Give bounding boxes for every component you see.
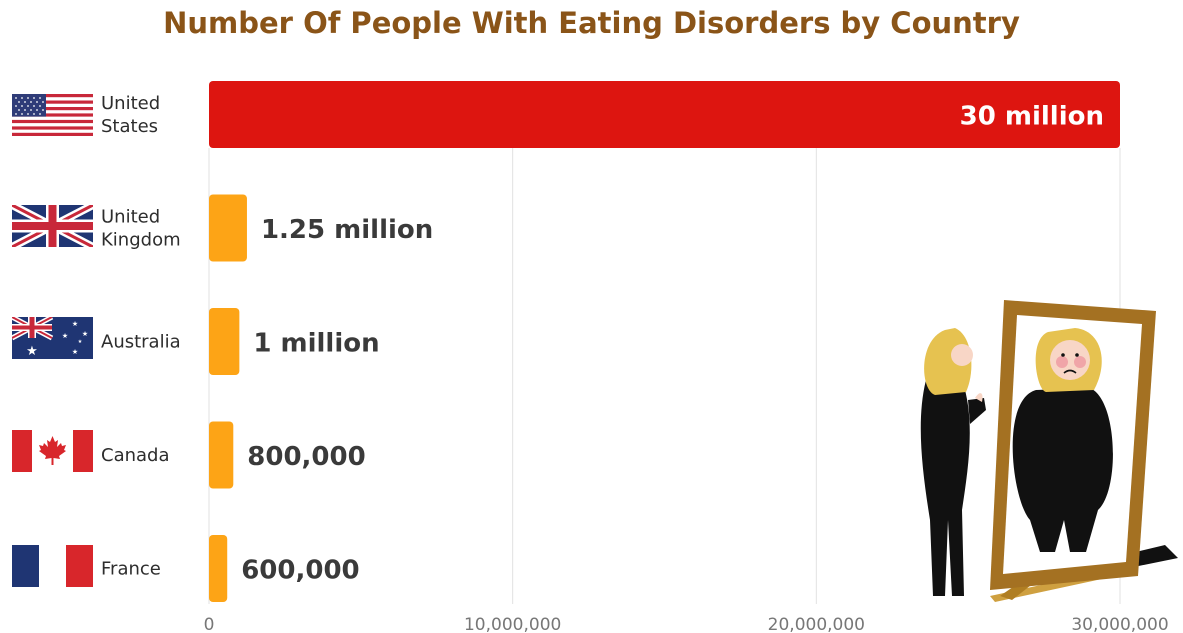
chart-title: Number Of People With Eating Disorders b…	[163, 6, 1020, 40]
bar	[209, 308, 240, 375]
bar	[209, 81, 1120, 148]
uk-flag-icon	[12, 205, 93, 247]
bar	[209, 194, 247, 262]
category-label: Canada	[101, 445, 170, 466]
svg-text:★: ★	[82, 330, 88, 338]
us-flag-icon	[12, 94, 93, 136]
x-tick-label: 20,000,000	[768, 615, 865, 633]
data-label: 600,000	[241, 556, 359, 586]
category-label: United Kingdom	[101, 207, 181, 251]
x-tick-label: 30,000,000	[1071, 615, 1168, 633]
category-labels: United States United Kingdom Australia Canada…	[101, 93, 181, 580]
x-tick-label: 0	[204, 615, 215, 633]
bar	[209, 421, 234, 489]
data-label: 1 million	[253, 329, 379, 359]
svg-text:★: ★	[72, 320, 78, 328]
svg-text:★: ★	[72, 348, 78, 356]
australia-flag-icon: ★ ★ ★ ★ ★ ★	[12, 317, 93, 359]
category-label: United States	[101, 93, 160, 137]
bar	[209, 535, 228, 602]
svg-text:★: ★	[62, 332, 68, 340]
data-label: 800,000	[247, 442, 365, 472]
category-label: France	[101, 559, 161, 580]
mirror-illustration	[920, 300, 1178, 602]
data-label: 30 million	[960, 102, 1104, 132]
category-label: Australia	[101, 332, 181, 353]
france-flag-icon	[12, 545, 93, 587]
value-labels: 30 million 1.25 million 1 million 800,000 60…	[241, 102, 1104, 586]
canada-flag-icon	[12, 430, 93, 472]
bars	[209, 81, 1120, 602]
x-tick-label: 10,000,000	[464, 615, 561, 633]
x-axis-ticks: 0 10,000,000 20,000,000 30,000,000	[204, 615, 1169, 633]
svg-text:★: ★	[78, 339, 83, 345]
svg-text:★: ★	[26, 344, 38, 359]
data-label: 1.25 million	[261, 215, 433, 245]
